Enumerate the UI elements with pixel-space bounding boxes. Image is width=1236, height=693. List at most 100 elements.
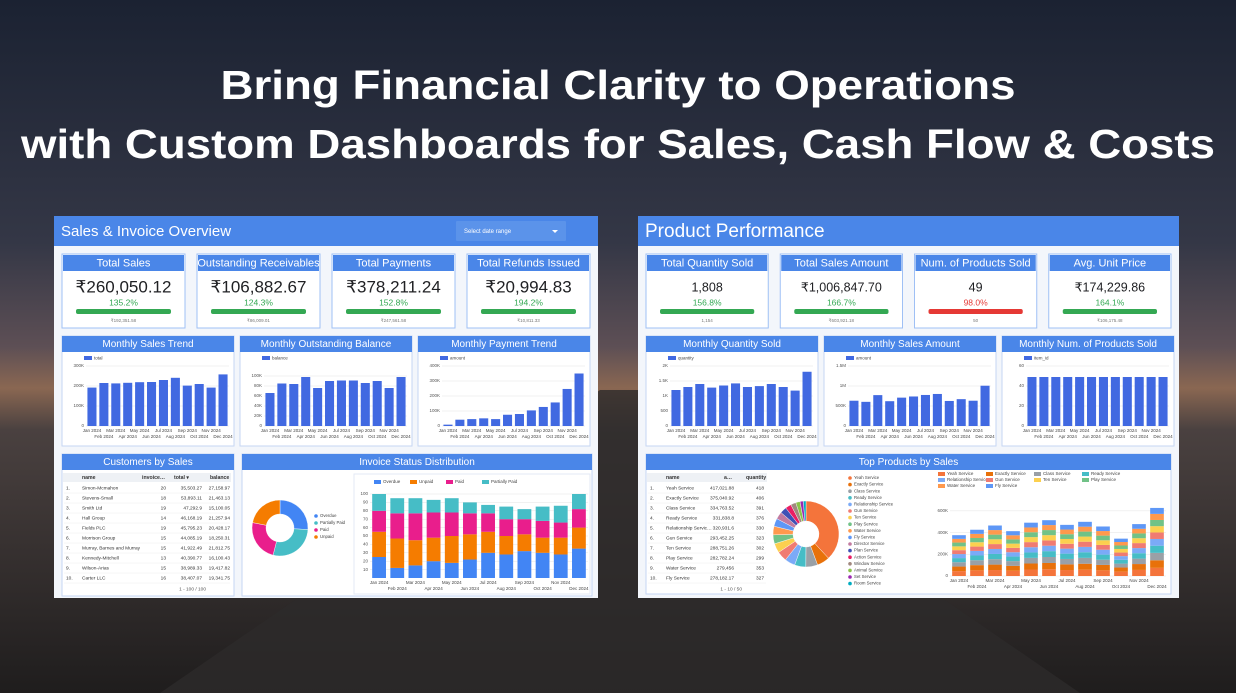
stacked-segment [1114, 552, 1128, 557]
kpi-value: ₹1,006,847.70 [801, 280, 882, 294]
stacked-segment [1078, 569, 1092, 576]
stacked-segment [1042, 520, 1056, 526]
x-tick-label: Oct 2024 [952, 434, 971, 439]
kpi-strip [1049, 255, 1170, 271]
table-cell: 3. [650, 505, 654, 511]
bar [1039, 377, 1049, 426]
x-tick-label: May 2024 [1021, 578, 1041, 583]
stacked-segment [952, 535, 966, 539]
stacked-segment [1150, 552, 1164, 561]
bar [87, 387, 97, 426]
legend-swatch [986, 478, 993, 482]
stacked-segment [499, 536, 514, 555]
card-title: Invoice Status Distribution [359, 457, 475, 468]
table-cell: 21,463.13 [209, 495, 231, 501]
legend-dot [848, 476, 852, 480]
kpi-value: 49 [969, 280, 983, 294]
table-cell: Gun Service [666, 535, 693, 541]
dropdown-caret [552, 230, 558, 233]
stacked-segment [1042, 545, 1056, 552]
y-tick-label: 300K [73, 363, 84, 368]
legend-label: Paid [455, 479, 465, 484]
kpi-progress [76, 309, 171, 314]
stacked-segment [1114, 563, 1128, 568]
bar [778, 387, 788, 426]
x-tick-label: May 2024 [714, 428, 734, 433]
legend-dot [848, 496, 852, 500]
legend-swatch [1082, 472, 1089, 476]
stacked-segment [444, 562, 459, 578]
table-cell: 331,838.8 [713, 515, 735, 521]
stacked-segment [517, 551, 532, 578]
bar [384, 388, 394, 426]
stacked-segment [1006, 539, 1020, 544]
stacked-segment [463, 513, 477, 535]
y-tick-label: 200K [937, 551, 948, 556]
kpi-change: 124.3% [244, 297, 273, 307]
legend-label: Play Service [1091, 477, 1117, 482]
stacked-segment [1042, 557, 1056, 563]
table-cell: 376 [756, 515, 764, 521]
bar [766, 384, 776, 426]
stacked-segment [1006, 543, 1020, 548]
table-cell: Ready Service [666, 515, 698, 521]
legend-swatch [986, 484, 993, 488]
stacked-segment [481, 531, 495, 553]
title-strip [242, 454, 592, 470]
stacked-segment [1150, 545, 1164, 553]
stacked-segment [1150, 538, 1164, 546]
kpi-progress [794, 309, 889, 314]
dashboard-panel: Sales & Invoice Overview Total Sales ₹260,… [54, 216, 598, 598]
x-tick-label: Nov 2024 [785, 428, 805, 433]
legend-label: Fly Service [854, 535, 876, 540]
bar [147, 382, 157, 426]
bar [1051, 377, 1061, 426]
legend-label: amount [450, 356, 466, 361]
x-tick-label: Jun 2024 [461, 586, 480, 591]
stacked-segment [1078, 531, 1092, 537]
kpi-target: ₹603,921.18 [829, 318, 855, 323]
legend-swatch [374, 480, 381, 484]
legend-dot [314, 528, 318, 532]
stacked-segment [1060, 570, 1074, 576]
y-tick-label: 400K [937, 530, 948, 535]
kpi-value: ₹378,211.24 [346, 277, 441, 296]
kpi-change: 156.8% [693, 297, 722, 307]
legend-label: Yeah Service [947, 471, 974, 476]
legend-label: Partially Paid [491, 479, 518, 484]
x-tick-label: Jan 2024 [667, 428, 686, 433]
table-cell: 417,021.88 [710, 485, 734, 491]
x-tick-label: Dec 2024 [213, 434, 233, 439]
stacked-segment [988, 570, 1002, 576]
bar [968, 400, 978, 426]
title-strip [240, 336, 412, 352]
x-tick-label: Aug 2024 [166, 434, 186, 439]
stacked-segment [1006, 535, 1020, 540]
x-tick-label: Jan 2024 [950, 578, 969, 583]
table-cell: Morrison Group [82, 535, 116, 541]
x-tick-label: Sep 2024 [940, 428, 960, 433]
table-cell: Yeah Service [666, 485, 694, 491]
y-tick-label: 100K [429, 408, 440, 413]
x-tick-label: Nov 2024 [963, 428, 983, 433]
stacked-segment [952, 542, 966, 547]
table-cell: 6. [650, 535, 654, 541]
pie-slice [252, 499, 281, 526]
stacked-segment [372, 494, 386, 511]
stacked-segment [372, 510, 386, 532]
table-cell: Carter LLC [82, 575, 106, 581]
stacked-segment [1024, 542, 1038, 548]
legend-label: Yeah Service [854, 475, 880, 480]
bar [455, 419, 465, 426]
table-cell: 3. [66, 505, 70, 511]
stacked-segment [390, 513, 405, 539]
stacked-segment [952, 550, 966, 555]
y-tick-label: 0 [81, 423, 84, 428]
bar [479, 418, 489, 426]
stacked-segment [1150, 519, 1164, 527]
title-strip [646, 336, 818, 352]
stacked-segment [553, 554, 568, 578]
x-tick-label: Apr 2024 [424, 586, 443, 591]
bar [158, 380, 168, 426]
stacked-segment [535, 552, 550, 578]
